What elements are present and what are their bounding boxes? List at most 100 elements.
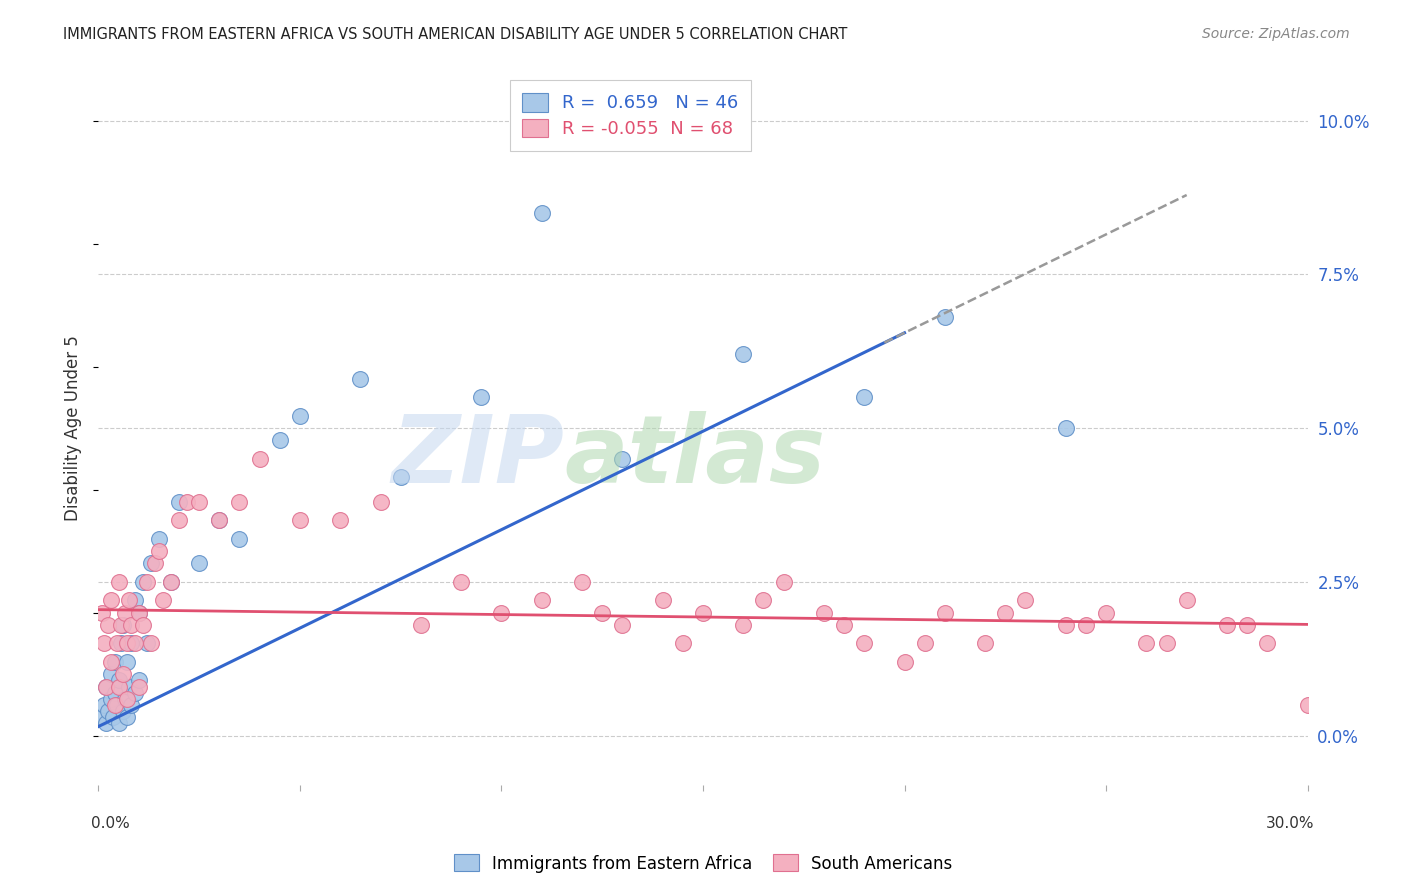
Point (148, 544, 170, 558)
Point (370, 495, 392, 509)
Point (105, 636, 128, 650)
Point (110, 636, 132, 650)
Point (853, 636, 876, 650)
Point (1054, 421, 1077, 435)
Point (176, 495, 198, 509)
Text: 0.0%: 0.0% (91, 816, 131, 831)
Point (208, 513, 231, 527)
Point (93, 698, 115, 712)
Point (103, 655, 125, 669)
Point (1014, 593, 1036, 607)
Point (530, 206, 553, 220)
Point (1296, 698, 1319, 712)
Point (167, 495, 190, 509)
Point (128, 606, 150, 620)
Point (111, 618, 134, 632)
Point (914, 636, 936, 650)
Point (148, 532, 170, 546)
Point (91, 710, 114, 724)
Point (692, 606, 714, 620)
Text: atlas: atlas (564, 410, 825, 503)
Point (107, 716, 129, 731)
Point (128, 673, 150, 688)
Point (974, 636, 997, 650)
Point (772, 574, 794, 589)
Point (103, 686, 125, 700)
Point (128, 680, 150, 694)
Legend: R =  0.659   N = 46, R = -0.055  N = 68: R = 0.659 N = 46, R = -0.055 N = 68 (510, 80, 751, 151)
Point (1236, 618, 1258, 632)
Point (1216, 618, 1239, 632)
Text: IMMIGRANTS FROM EASTERN AFRICA VS SOUTH AMERICAN DISABILITY AGE UNDER 5 CORRELAT: IMMIGRANTS FROM EASTERN AFRICA VS SOUTH … (63, 27, 848, 42)
Point (135, 636, 157, 650)
Text: ZIP: ZIP (391, 410, 564, 503)
Point (571, 574, 593, 589)
Point (591, 606, 613, 620)
Point (100, 655, 122, 669)
Point (1074, 618, 1097, 632)
Point (152, 593, 174, 607)
Point (120, 636, 142, 650)
Point (228, 532, 250, 546)
Point (115, 636, 138, 650)
Point (733, 618, 755, 632)
Point (409, 618, 432, 632)
Point (115, 691, 138, 706)
Point (139, 557, 162, 571)
Point (853, 391, 876, 405)
Point (160, 574, 183, 589)
Point (107, 574, 129, 589)
Point (1156, 636, 1178, 650)
Point (120, 618, 142, 632)
Point (672, 636, 695, 650)
Point (1135, 636, 1157, 650)
Legend: Immigrants from Eastern Africa, South Americans: Immigrants from Eastern Africa, South Am… (447, 847, 959, 880)
Point (208, 513, 231, 527)
Point (752, 593, 775, 607)
Point (143, 557, 166, 571)
Point (118, 680, 141, 694)
Point (832, 618, 855, 632)
Point (612, 618, 634, 632)
Point (1054, 618, 1077, 632)
Point (97, 704, 120, 718)
Point (651, 593, 673, 607)
Point (114, 606, 136, 620)
Point (530, 593, 553, 607)
Point (118, 593, 141, 607)
Point (167, 513, 190, 527)
Point (101, 710, 124, 724)
Text: 30.0%: 30.0% (1267, 816, 1315, 831)
Point (1175, 593, 1198, 607)
Point (491, 606, 513, 620)
Point (103, 698, 125, 712)
Point (114, 691, 136, 706)
Point (1256, 636, 1278, 650)
Point (96, 680, 118, 694)
Point (96, 716, 118, 731)
Point (470, 391, 492, 405)
Point (107, 673, 129, 688)
Point (934, 606, 956, 620)
Point (994, 606, 1017, 620)
Point (188, 495, 211, 509)
Point (124, 686, 146, 700)
Point (389, 470, 412, 484)
Point (329, 513, 352, 527)
Point (349, 372, 371, 386)
Point (934, 310, 956, 325)
Point (124, 636, 146, 650)
Point (91, 606, 114, 620)
Point (1095, 606, 1118, 620)
Point (120, 698, 142, 712)
Point (93, 636, 115, 650)
Point (110, 618, 132, 632)
Point (139, 636, 162, 650)
Point (269, 434, 291, 448)
Point (124, 593, 146, 607)
Point (97, 618, 120, 632)
Point (100, 593, 122, 607)
Point (612, 451, 634, 466)
Text: Source: ZipAtlas.com: Source: ZipAtlas.com (1202, 27, 1350, 41)
Point (733, 347, 755, 361)
